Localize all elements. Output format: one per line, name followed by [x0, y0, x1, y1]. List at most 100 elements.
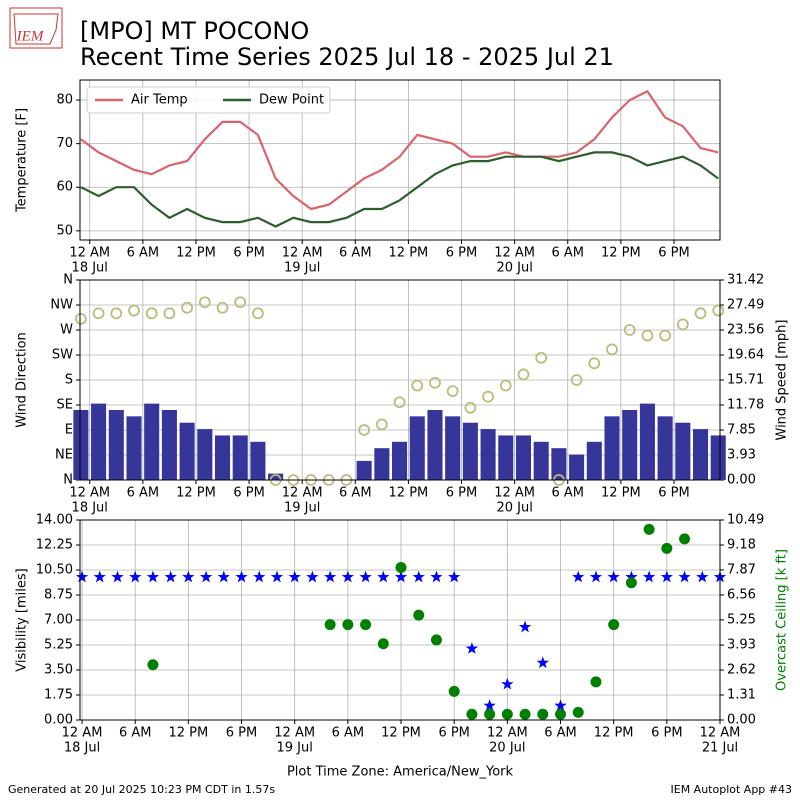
- circle-marker: [643, 523, 655, 535]
- y-tick-label: 12.25: [36, 538, 73, 553]
- legend-label: Dew Point: [259, 93, 324, 108]
- circle-marker: [411, 379, 424, 392]
- legend-label: Air Temp: [131, 93, 188, 108]
- star-marker: [518, 620, 532, 633]
- x-tick-label: 6 AM: [127, 246, 160, 261]
- star-marker: [465, 642, 479, 654]
- x-tick-label: 12 PM: [389, 246, 429, 261]
- y2-tick-label: 10.49: [727, 513, 764, 528]
- bar: [551, 448, 567, 480]
- y-tick-label: 50: [56, 223, 73, 238]
- circle-marker: [590, 676, 602, 688]
- y2-tick-label: 6.56: [727, 587, 756, 602]
- star-marker: [164, 570, 177, 583]
- y-tick-label: S: [65, 373, 73, 388]
- star-marker: [625, 570, 638, 583]
- star-marker: [448, 570, 461, 583]
- circle-marker: [588, 357, 601, 370]
- star-marker: [430, 570, 443, 583]
- date-label: 18 Jul: [72, 261, 108, 276]
- y2-tick-label: 31.42: [727, 273, 764, 288]
- x-tick-label: 12 AM: [494, 486, 535, 501]
- circle-marker: [429, 376, 441, 389]
- x-tick-label: 12 PM: [176, 486, 216, 501]
- y-tick-label: 8.75: [44, 588, 73, 603]
- x-tick-label: 6 PM: [651, 726, 682, 741]
- logo-outline: [13, 13, 59, 45]
- x-tick-label: 12 AM: [487, 726, 528, 741]
- star-marker: [678, 570, 691, 583]
- circle-marker: [74, 312, 87, 325]
- circle-marker: [358, 424, 371, 436]
- circle-marker: [393, 396, 406, 409]
- x-tick-label: 6 PM: [438, 726, 469, 741]
- y2-tick-label: 7.85: [727, 423, 756, 438]
- y-axis-label: Temperature [F]: [15, 108, 30, 213]
- x-tick-label: 6 PM: [446, 486, 477, 501]
- star-marker: [324, 570, 337, 583]
- bar: [250, 441, 266, 480]
- x-tick-label: 12 PM: [176, 246, 216, 261]
- bar: [356, 460, 372, 480]
- y-tick-label: 7.00: [44, 613, 73, 628]
- x-tick-label: 12 AM: [62, 726, 103, 741]
- y2-tick-label: 0.00: [727, 713, 756, 728]
- plot-frame: [79, 519, 721, 721]
- x-tick-label: 6 AM: [332, 726, 365, 741]
- circle-marker: [145, 307, 158, 320]
- x-tick-label: 12 PM: [601, 486, 641, 501]
- circle-marker: [606, 343, 618, 356]
- circle-marker: [430, 634, 442, 646]
- bar: [126, 416, 142, 480]
- star-marker: [394, 570, 408, 583]
- y-tick-label: 10.50: [36, 563, 73, 578]
- x-tick-label: 12 PM: [381, 726, 421, 741]
- star-marker: [501, 677, 514, 690]
- legend-frame: [86, 86, 331, 114]
- chart-subtitle: Recent Time Series 2025 Jul 18 - 2025 Ju…: [80, 43, 614, 71]
- bar: [91, 403, 107, 480]
- y2-axis-label: Wind Speed [mph]: [775, 320, 790, 441]
- x-tick-label: 12 AM: [282, 246, 323, 261]
- bar: [392, 441, 408, 480]
- star-marker: [253, 570, 266, 583]
- line-series: [80, 89, 719, 211]
- y-tick-label: E: [65, 423, 73, 438]
- bar: [710, 435, 726, 480]
- star-marker: [696, 570, 709, 583]
- date-label: 20 Jul: [489, 741, 525, 756]
- bar: [214, 435, 231, 480]
- x-tick-label: 12 AM: [494, 246, 535, 261]
- star-marker: [572, 570, 585, 583]
- circle-marker: [216, 301, 229, 314]
- bar: [108, 409, 124, 480]
- star-marker: [270, 570, 284, 583]
- bar: [657, 416, 673, 480]
- y-tick-label: SW: [52, 348, 73, 363]
- date-label: 19 Jul: [284, 261, 320, 276]
- y-tick-label: 0.00: [44, 713, 73, 728]
- bar: [569, 454, 585, 480]
- x-tick-label: 6 AM: [544, 726, 577, 741]
- circle-marker: [676, 318, 689, 331]
- bar: [639, 403, 655, 480]
- bar: [409, 416, 425, 480]
- star-marker: [199, 570, 213, 583]
- x-tick-label: 12 AM: [69, 486, 110, 501]
- star-marker: [111, 570, 124, 583]
- date-label: 18 Jul: [72, 501, 108, 516]
- circle-marker: [92, 307, 105, 320]
- circle-marker: [252, 307, 264, 320]
- bar: [693, 429, 709, 480]
- x-tick-label: 6 PM: [658, 246, 689, 261]
- x-tick-label: 6 AM: [339, 246, 372, 261]
- footer-left: Generated at 20 Jul 2025 10:23 PM CDT in…: [8, 783, 275, 796]
- circle-marker: [324, 619, 336, 631]
- circle-marker: [234, 296, 247, 309]
- bar: [480, 429, 496, 480]
- bar: [622, 409, 638, 480]
- y2-tick-label: 5.25: [727, 612, 756, 627]
- star-marker: [660, 570, 673, 583]
- star-marker: [217, 570, 230, 583]
- x-tick-label: 6 AM: [339, 486, 372, 501]
